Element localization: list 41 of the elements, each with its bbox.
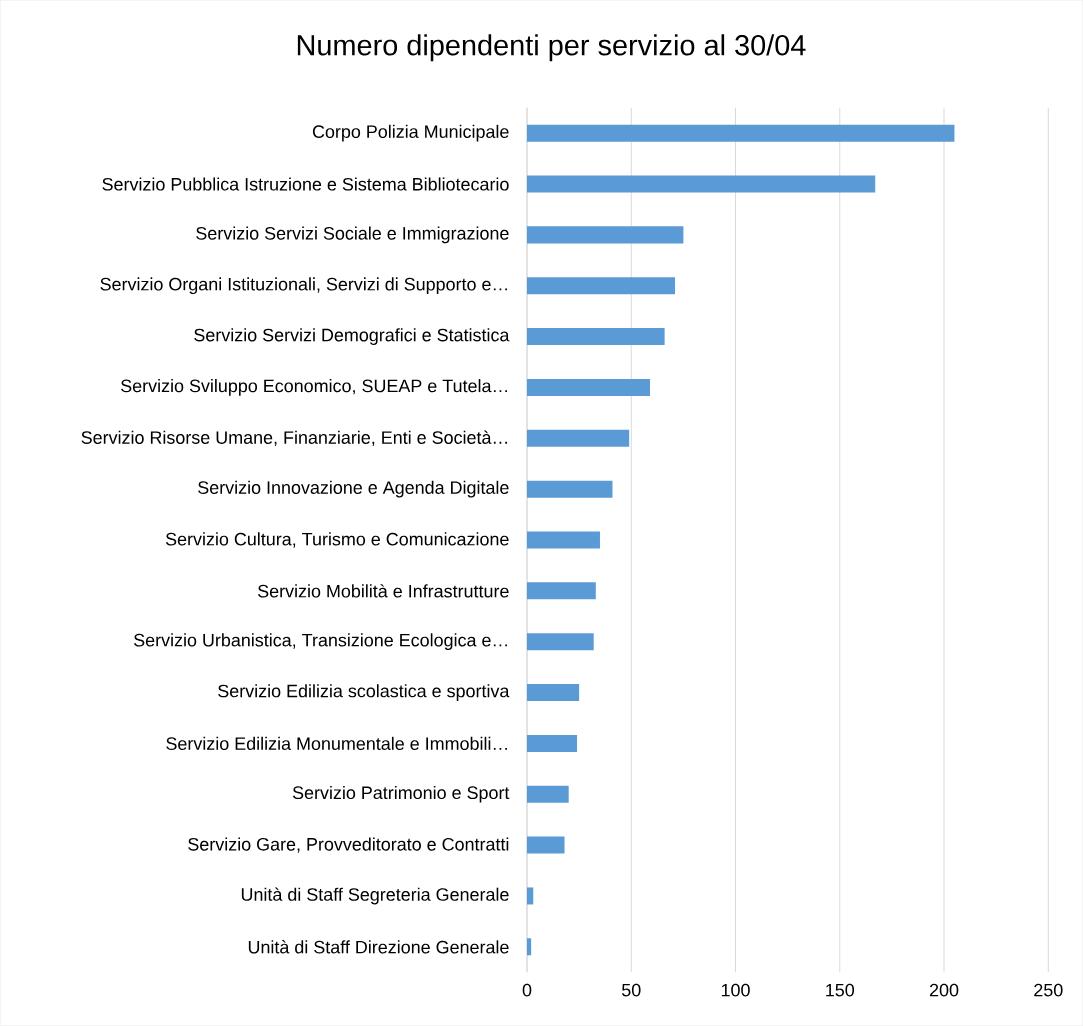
bar	[527, 785, 569, 803]
y-tick-label: Servizio Innovazione e Agenda Digitale	[198, 480, 509, 498]
bar	[527, 633, 594, 651]
y-tick-label: Servizio Edilizia Monumentale e Immobili…	[166, 736, 507, 750]
bar	[527, 480, 613, 498]
y-tick-label: Servizio Mobilità e Infrastrutture	[257, 584, 509, 598]
y-tick-label: Servizio Cultura, Turismo e Comunicazione	[165, 532, 509, 548]
y-tick-label: Servizio Gare, Provveditorato e Contratti	[188, 837, 509, 853]
bar	[527, 734, 578, 752]
bar	[527, 124, 955, 142]
bar	[527, 836, 565, 854]
bar	[527, 531, 600, 549]
x-tick-label: 250	[1034, 983, 1063, 997]
x-tick-label: 50	[622, 983, 641, 997]
y-tick-label: Unità di Staff Direzione Generale	[248, 940, 509, 954]
y-tick-label: Unità di Staff Segreteria Generale	[241, 887, 509, 905]
y-tick-label: Servizio Organi Istituzionali, Servizi di Supporto e…	[100, 277, 507, 295]
bar	[527, 938, 532, 956]
bar	[527, 684, 580, 702]
bar	[527, 328, 665, 346]
y-tick-label: Servizio Servizi Demografici e Statistica	[194, 328, 510, 345]
y-tick-label: Servizio Servizi Sociale e Immigrazione	[196, 226, 509, 244]
y-tick-label: Corpo Polizia Municipale	[312, 124, 509, 142]
chart-title: Numero dipendenti per servizio al 30/04	[297, 34, 806, 62]
y-tick-label: Servizio Urbanistica, Transizione Ecologica e…	[133, 633, 507, 651]
bar	[527, 175, 876, 193]
bar	[527, 887, 534, 905]
y-tick-label: Servizio Pubblica Istruzione e Sistema Bibliotecario	[102, 177, 509, 191]
x-tick-label: 200	[929, 983, 959, 997]
x-tick-label: 100	[721, 983, 750, 997]
y-tick-label: Servizio Risorse Umane, Finanziarie, Enti e Società…	[81, 430, 507, 447]
bar	[527, 582, 596, 600]
bar	[527, 277, 676, 295]
y-tick-label: Servizio Edilizia scolastica e sportiva	[218, 684, 510, 701]
bar	[527, 226, 684, 244]
x-tick-label: 150	[826, 983, 855, 997]
y-tick-label: Servizio Patrimonio e Sport	[292, 785, 510, 803]
bar	[527, 378, 651, 396]
x-tick-label: 0	[522, 983, 532, 997]
bar	[527, 429, 630, 447]
y-tick-label: Servizio Sviluppo Economico, SUEAP e Tutela…	[121, 379, 507, 396]
